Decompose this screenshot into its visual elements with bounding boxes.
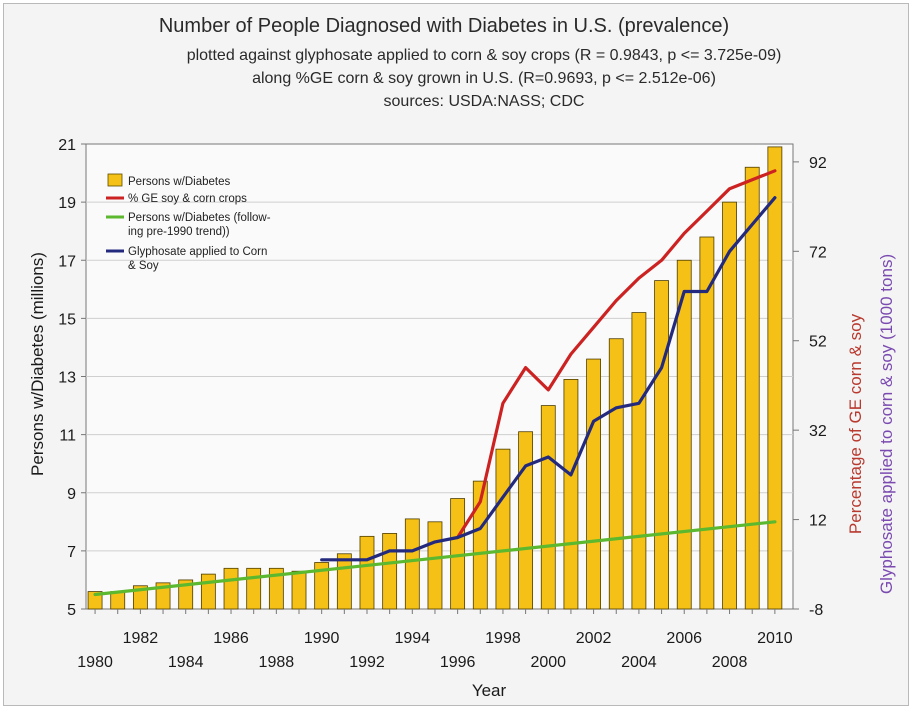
grid xyxy=(86,201,793,552)
bar-2000 xyxy=(540,405,556,610)
bar-2009 xyxy=(744,166,760,610)
x-tick-2002: 2002 xyxy=(576,630,612,647)
legend-label-glyphosate-1: Glyphosate applied to Corn xyxy=(128,246,267,258)
bar-1991 xyxy=(336,553,352,610)
y-tick-left-9: 9 xyxy=(67,486,76,503)
bar-1995 xyxy=(427,521,443,610)
x-tick-1986: 1986 xyxy=(213,630,249,647)
bar-2004 xyxy=(631,312,647,610)
y-axis-right-label-glyphosate: Glyphosate applied to corn & soy (1000 t… xyxy=(877,254,896,594)
chart-frame: Number of People Diagnosed with Diabetes… xyxy=(3,3,909,706)
chart-subtitle-2: along %GE corn & soy grown in U.S. (R=0.… xyxy=(252,70,716,87)
bar-1993 xyxy=(382,533,398,610)
y-ticks-left: 5 7 9 11 13 15 17 19 21 xyxy=(58,137,86,619)
bar-2001 xyxy=(563,379,579,610)
y-tick-right-92: 92 xyxy=(809,155,827,172)
y-tick-right-52: 52 xyxy=(809,334,827,351)
chart-title: Number of People Diagnosed with Diabetes… xyxy=(159,15,729,37)
legend: Persons w/Diabetes % GE soy & corn crops… xyxy=(106,173,271,272)
x-axis-label: Year xyxy=(472,681,507,700)
y-axis-right-label-ge: Percentage of GE corn & soy xyxy=(846,313,865,534)
legend-label-ge: % GE soy & corn crops xyxy=(128,193,247,205)
x-tick-2008: 2008 xyxy=(712,654,748,671)
y-tick-left-11: 11 xyxy=(59,428,76,445)
x-tick-1980: 1980 xyxy=(77,654,113,671)
legend-label-trend-1: Persons w/Diabetes (follow- xyxy=(128,212,271,224)
bar-1986 xyxy=(223,567,239,610)
bar-1987 xyxy=(246,567,262,610)
legend-label-glyphosate-2: & Soy xyxy=(128,260,159,272)
bar-2005 xyxy=(654,280,669,610)
y-tick-left-13: 13 xyxy=(58,370,76,387)
x-tick-2010: 2010 xyxy=(757,630,793,647)
x-tick-2006: 2006 xyxy=(666,630,702,647)
bar-1992 xyxy=(359,535,375,610)
series-line-persons-w-diabetes-following-pre-1990-trend xyxy=(93,520,777,597)
bar-1999 xyxy=(518,431,534,610)
series-line-glyphosate-applied-to-corn-soy xyxy=(320,196,777,562)
legend-swatch-diabetes xyxy=(107,173,123,187)
y-tick-left-5: 5 xyxy=(67,602,76,619)
bar-2010 xyxy=(767,146,783,610)
y-tick-left-7: 7 xyxy=(67,544,76,561)
y-tick-right-12: 12 xyxy=(809,513,827,530)
y-tick-right-32: 32 xyxy=(809,423,827,440)
chart-subtitle-1: plotted against glyphosate applied to co… xyxy=(187,47,782,64)
x-tick-1984: 1984 xyxy=(168,654,204,671)
bar-2002 xyxy=(586,358,601,610)
y-tick-left-21: 21 xyxy=(58,137,76,154)
x-tick-1998: 1998 xyxy=(485,630,521,647)
x-tick-1990: 1990 xyxy=(304,630,340,647)
y-axis-left-label: Persons w/Diabetes (millions) xyxy=(28,252,47,476)
y-tick-left-15: 15 xyxy=(58,311,76,328)
series-lines xyxy=(93,169,777,597)
x-tick-1996: 1996 xyxy=(440,654,476,671)
chart-subtitle-3: sources: USDA:NASS; CDC xyxy=(384,93,585,110)
y-tick-right-72: 72 xyxy=(809,244,827,261)
bar-1989 xyxy=(291,570,307,610)
y-ticks-right: -8 12 32 52 72 92 xyxy=(793,155,827,619)
x-tick-2004: 2004 xyxy=(621,654,657,671)
x-tick-1994: 1994 xyxy=(395,630,431,647)
bar-1985 xyxy=(200,573,216,610)
legend-label-diabetes: Persons w/Diabetes xyxy=(128,176,231,188)
x-tick-1982: 1982 xyxy=(123,630,159,647)
legend-label-trend-2: ing pre-1990 trend)) xyxy=(128,226,230,238)
x-tick-2000: 2000 xyxy=(530,654,566,671)
y-tick-left-19: 19 xyxy=(58,195,76,212)
bar-1998 xyxy=(495,448,511,610)
bar-1994 xyxy=(404,518,420,610)
y-tick-right--8: -8 xyxy=(809,602,823,619)
series-line-ge-soy-corn-crops xyxy=(456,169,777,540)
y-tick-left-17: 17 xyxy=(58,253,76,270)
bars xyxy=(87,146,783,610)
x-ticks: 1982 1986 1990 1994 1998 2002 2006 2010 1980 1984… xyxy=(77,609,793,671)
x-tick-1992: 1992 xyxy=(349,654,385,671)
chart: Number of People Diagnosed with Diabetes… xyxy=(28,15,896,700)
bar-2003 xyxy=(608,338,624,610)
x-tick-1988: 1988 xyxy=(259,654,295,671)
